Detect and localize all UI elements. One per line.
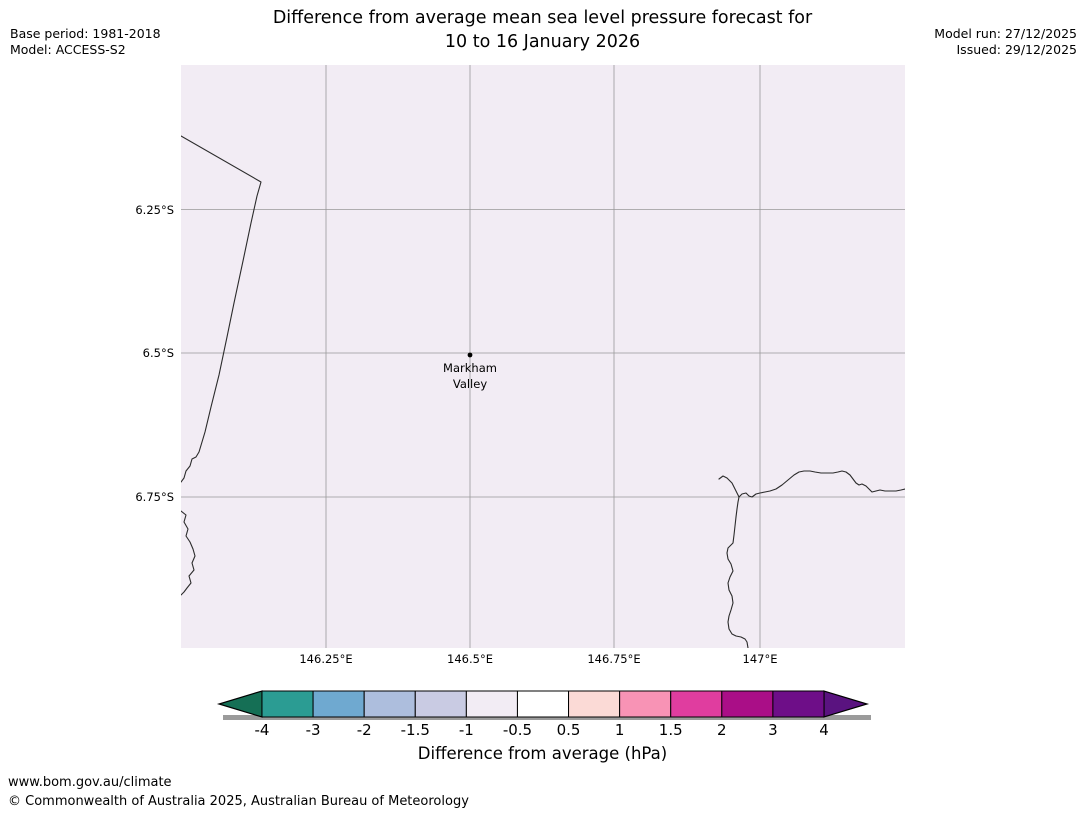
- colorbar: -4 -3 -2 -1.5 -1 -0.5 0.5 1 1.5 2 3 4: [215, 689, 875, 745]
- colorbar-tick-label: 4: [819, 721, 829, 739]
- colorbar-tick-label: -3: [305, 721, 321, 739]
- colorbar-canvas: [216, 690, 871, 720]
- colorbar-segment: [465, 690, 518, 718]
- colorbar-tick-label: -1: [458, 721, 474, 739]
- colorbar-segment: [312, 690, 365, 718]
- colorbar-tick-label: -4: [254, 721, 270, 739]
- marker-label-line-1: Markham: [443, 361, 497, 375]
- base-period-text: Base period: 1981-2018: [10, 26, 161, 41]
- map-canvas: [181, 65, 905, 648]
- colorbar-segment: [414, 690, 467, 718]
- issued-text: Issued: 29/12/2025: [956, 42, 1078, 57]
- model-text: Model: ACCESS-S2: [10, 42, 126, 57]
- colorbar-tick-label: 1: [614, 721, 625, 739]
- colorbar-tick-label: -0.5: [502, 721, 533, 739]
- coastline-northwest: [181, 135, 262, 483]
- colorbar-segment: [568, 690, 621, 718]
- model-run-text: Model run: 27/12/2025: [934, 26, 1077, 41]
- colorbar-tick-label: 0.5: [556, 721, 581, 739]
- markham-river: [726, 496, 749, 648]
- forecast-map: [181, 65, 905, 648]
- map-background: [181, 65, 905, 648]
- base-period-model-block: Base period: 1981-2018 Model: ACCESS-S2: [10, 26, 161, 58]
- colorbar-left-arrow-icon: [216, 690, 263, 718]
- colorbar-tick-label: -2: [356, 721, 372, 739]
- coastline-southwest: [181, 510, 196, 596]
- coastline-huon-gulf: [718, 470, 905, 498]
- location-marker-dot: [467, 352, 473, 358]
- title-line-2: 10 to 16 January 2026: [444, 32, 641, 52]
- colorbar-segment: [772, 690, 825, 718]
- lat-tick-label: 6.5°S: [142, 346, 174, 360]
- colorbar-tick-label: -1.5: [400, 721, 430, 739]
- location-marker-label: Markham Valley: [443, 360, 497, 392]
- lon-tick-label: 147°E: [742, 652, 778, 666]
- lat-tick-label: 6.25°S: [135, 202, 174, 217]
- marker-label-line-2: Valley: [452, 377, 488, 391]
- bom-url-text: www.bom.gov.au/climate: [8, 775, 172, 790]
- page-title: Difference from average mean sea level p…: [0, 6, 1085, 54]
- lon-tick-label: 146.75°E: [587, 652, 641, 666]
- colorbar-tick-label: 3: [768, 721, 778, 739]
- colorbar-segment: [516, 690, 570, 718]
- lat-tick-label: 6.75°S: [135, 490, 174, 504]
- colorbar-tick-label: 2: [717, 721, 727, 739]
- coastlines: [181, 135, 905, 648]
- colorbar-segment: [619, 690, 672, 718]
- map-gridlines: [181, 65, 905, 648]
- colorbar-right-arrow-icon: [823, 690, 870, 718]
- copyright-text: © Commonwealth of Australia 2025, Austra…: [8, 794, 469, 809]
- title-line-1: Difference from average mean sea level p…: [272, 8, 813, 28]
- colorbar-segment: [363, 690, 416, 718]
- colorbar-segment: [721, 690, 774, 718]
- lon-tick-label: 146.25°E: [299, 652, 353, 666]
- colorbar-axis-label: Difference from average (hPa): [417, 744, 668, 763]
- colorbar-segment: [670, 690, 723, 718]
- lon-tick-label: 146.5°E: [447, 652, 493, 666]
- colorbar-tick-label: 1.5: [658, 721, 683, 739]
- colorbar-segment: [261, 690, 314, 718]
- model-run-issued-block: Model run: 27/12/2025 Issued: 29/12/2025: [934, 26, 1077, 58]
